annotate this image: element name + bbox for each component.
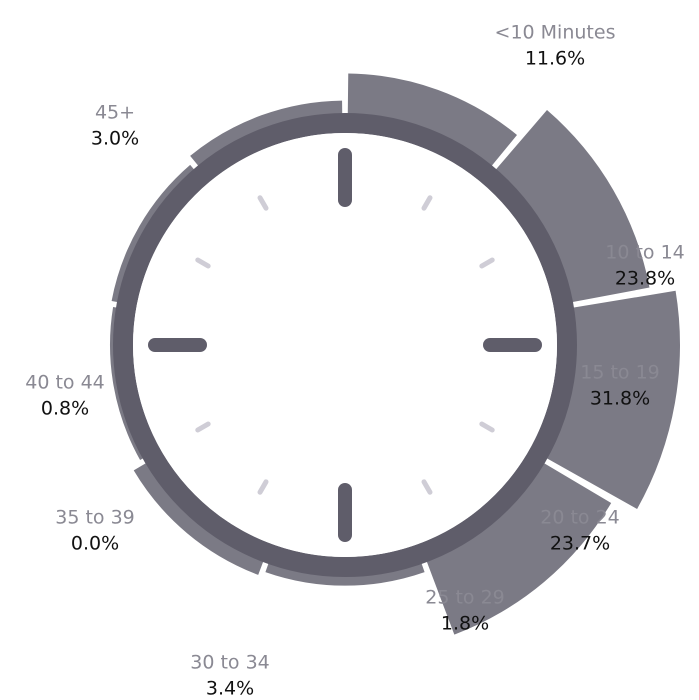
category-label: 20 to 24 bbox=[540, 507, 620, 529]
category-label: 45+ bbox=[95, 102, 135, 124]
wedge bbox=[424, 459, 612, 635]
value-label: 23.8% bbox=[615, 268, 675, 290]
wedge bbox=[491, 110, 650, 304]
category-label: 25 to 29 bbox=[425, 587, 505, 609]
value-label: 31.8% bbox=[590, 388, 650, 410]
value-label: 11.6% bbox=[525, 48, 585, 70]
minor-tick bbox=[421, 195, 433, 211]
minor-tick bbox=[421, 479, 433, 495]
value-label: 0.0% bbox=[71, 533, 119, 555]
value-label: 23.7% bbox=[550, 533, 610, 555]
category-label: 35 to 39 bbox=[55, 507, 135, 529]
minor-tick bbox=[257, 195, 269, 211]
clock-face bbox=[133, 133, 557, 557]
value-label: 3.4% bbox=[206, 678, 254, 700]
clock-ring bbox=[113, 113, 577, 577]
minor-tick bbox=[257, 479, 269, 495]
category-label: 40 to 44 bbox=[25, 372, 105, 394]
value-label: 0.8% bbox=[41, 398, 89, 420]
value-label: 3.0% bbox=[91, 128, 139, 150]
minor-tick bbox=[479, 257, 495, 269]
category-label: 15 to 19 bbox=[580, 362, 660, 384]
minor-tick bbox=[479, 421, 495, 433]
minor-tick bbox=[195, 257, 211, 269]
category-label: <10 Minutes bbox=[495, 22, 616, 44]
clock-ticks bbox=[148, 148, 542, 542]
value-label: 1.8% bbox=[441, 613, 489, 635]
wedge bbox=[347, 73, 517, 171]
minor-tick bbox=[195, 421, 211, 433]
category-label: 30 to 34 bbox=[190, 652, 270, 674]
category-label: 10 to 14 bbox=[605, 242, 685, 264]
